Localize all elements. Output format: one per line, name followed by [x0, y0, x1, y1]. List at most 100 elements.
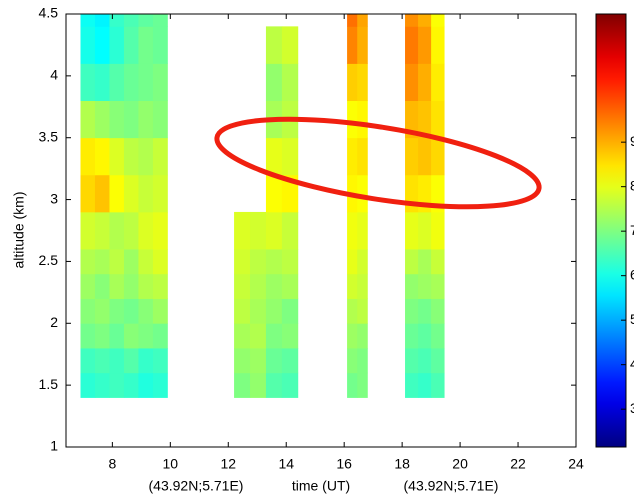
heat-cell [138, 249, 154, 275]
colorbar-tick-label: 5 [630, 311, 634, 327]
y-tick-label: 2 [50, 314, 58, 330]
heat-cell [418, 63, 432, 101]
heat-cell [123, 174, 139, 213]
heat-cell [357, 14, 368, 27]
y-tick-label: 1 [50, 438, 58, 454]
heat-cell [123, 298, 139, 324]
colorbar-tick-label: 6 [630, 266, 634, 282]
heat-cell [265, 273, 283, 299]
heat-cell [405, 348, 419, 374]
heat-cell [109, 348, 125, 374]
heat-cell [152, 100, 168, 139]
x-tick-label: 18 [394, 456, 410, 472]
heat-cell [94, 26, 110, 64]
heat-cell [123, 100, 139, 139]
heat-cell [94, 273, 110, 299]
y-tick-label: 1.5 [39, 376, 59, 392]
heat-cell [281, 249, 299, 275]
heat-cell [80, 63, 96, 101]
heat-cell [405, 372, 419, 398]
heat-cell [123, 63, 139, 101]
heat-cell [357, 174, 368, 213]
heat-cell [94, 211, 110, 250]
x-tick-label: 20 [452, 456, 468, 472]
heat-cell [250, 298, 267, 324]
heat-cell [405, 26, 419, 64]
heat-cell [281, 273, 299, 299]
heat-cell [265, 63, 283, 101]
heat-cell [152, 273, 168, 299]
heat-cell [281, 372, 299, 398]
heat-cell [80, 100, 96, 139]
heat-cell [109, 372, 125, 398]
heat-cell [418, 372, 432, 398]
heat-cell [281, 26, 299, 64]
heat-cell [357, 100, 368, 139]
heat-cell [281, 348, 299, 374]
heat-cell [109, 137, 125, 176]
heat-cell [123, 249, 139, 275]
heat-cell [431, 100, 445, 139]
heat-cell [265, 323, 283, 349]
heat-cell [234, 348, 251, 374]
heat-cell [281, 211, 299, 250]
y-tick-label: 3 [50, 190, 58, 206]
heat-cell [347, 323, 358, 349]
heat-cell [281, 137, 299, 176]
heat-cell [357, 348, 368, 374]
heat-cell [94, 249, 110, 275]
heat-cell [80, 137, 96, 176]
heat-cell [250, 372, 267, 398]
heat-cell [347, 348, 358, 374]
heat-cell [431, 249, 445, 275]
heat-cell [234, 372, 251, 398]
heat-cell [405, 63, 419, 101]
y-tick-label: 2.5 [39, 252, 59, 268]
heat-cell [94, 100, 110, 139]
heat-cell [123, 323, 139, 349]
heat-cell [347, 372, 358, 398]
heat-cell [347, 14, 358, 27]
heat-cell [431, 63, 445, 101]
x-tick-label: 16 [336, 456, 352, 472]
colorbar-tick-label: 9 [630, 133, 634, 149]
heat-cell [109, 63, 125, 101]
heat-cell [431, 26, 445, 64]
x-tick-label: 14 [278, 456, 294, 472]
heat-cell [94, 323, 110, 349]
heat-cell [250, 249, 267, 275]
heat-cell [80, 273, 96, 299]
heat-cell [234, 249, 251, 275]
heat-cell [265, 26, 283, 64]
heat-cell [109, 273, 125, 299]
heat-cell [123, 211, 139, 250]
y-axis-label: altitude (km) [11, 191, 27, 268]
heat-cell [357, 26, 368, 64]
heat-cell [109, 249, 125, 275]
heat-cell [357, 298, 368, 324]
heat-cell [80, 14, 96, 27]
y-tick-label: 3.5 [39, 128, 59, 144]
heat-cell [152, 211, 168, 250]
heat-cell [418, 298, 432, 324]
heat-cell [405, 100, 419, 139]
heat-cell [152, 174, 168, 213]
heat-cell [80, 323, 96, 349]
heat-cell [80, 372, 96, 398]
heat-cell [418, 26, 432, 64]
heat-cell [109, 174, 125, 213]
highlight-ellipse [214, 116, 542, 210]
heat-cell [265, 348, 283, 374]
x-tick-label: 24 [568, 456, 584, 472]
heat-cell [347, 137, 358, 176]
heat-cell [80, 26, 96, 64]
heat-cell [152, 348, 168, 374]
heat-cell [265, 298, 283, 324]
heat-cell [138, 63, 154, 101]
heat-cell [431, 372, 445, 398]
heat-cell [138, 137, 154, 176]
heat-cell [138, 26, 154, 64]
heat-cell [123, 348, 139, 374]
heat-cell [109, 26, 125, 64]
heatmap [80, 14, 445, 398]
